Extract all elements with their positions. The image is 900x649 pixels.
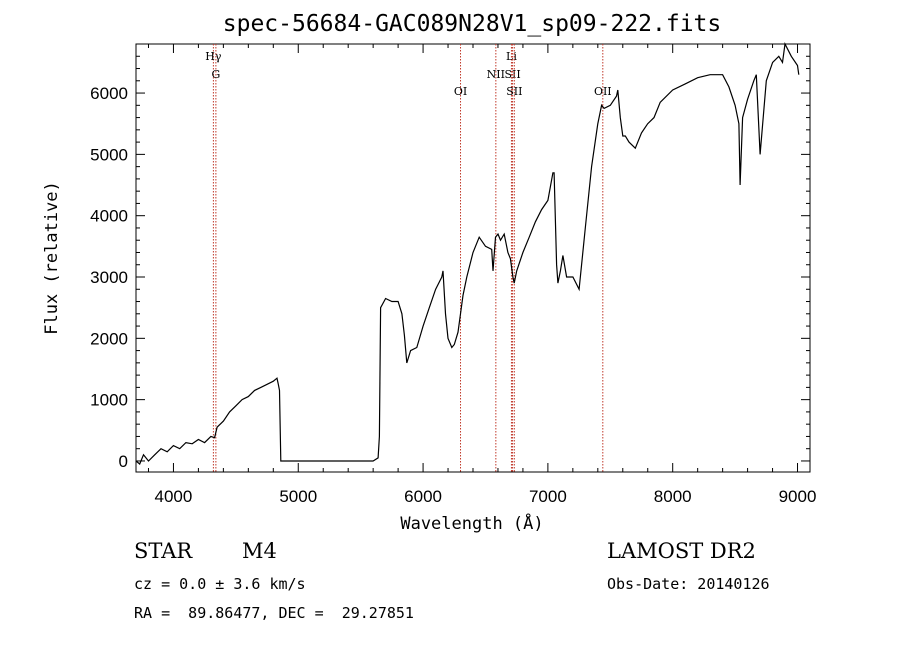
emission-line-label: G: [211, 68, 220, 81]
object-type: STAR: [134, 539, 193, 563]
x-axis-label: Wavelength (Å): [400, 512, 543, 534]
x-tick-label: 8000: [654, 487, 692, 506]
chart-title: spec-56684-GAC089N28V1_sp09-222.fits: [223, 11, 722, 37]
y-axis-label: Flux (relative): [42, 181, 62, 335]
x-tick-label: 9000: [779, 487, 817, 506]
axis-ticks: 4000 5000 6000 7000 8000 9000 0 1000 2000 3000 400…: [90, 43, 817, 506]
emission-line-label: Li: [506, 50, 517, 63]
emission-line-label: Hγ: [205, 50, 222, 63]
spectrum-flux-line: [135, 42, 800, 465]
y-tick-label: 3000: [90, 268, 128, 287]
y-tick-label: 0: [119, 452, 128, 471]
x-tick-label: 5000: [279, 487, 317, 506]
survey-name: LAMOST DR2: [607, 539, 756, 563]
x-tick-label: 4000: [155, 487, 193, 506]
object-subclass: M4: [242, 539, 277, 563]
emission-line-label: SII: [504, 68, 520, 81]
y-tick-label: 5000: [90, 145, 128, 164]
x-tick-label: 7000: [529, 487, 567, 506]
emission-line-label: SII: [506, 85, 522, 98]
coordinates-text: RA = 89.86477, DEC = 29.27851: [134, 604, 414, 622]
plot-frame: [135, 43, 811, 473]
redshift-text: cz = 0.0 ± 3.6 km/s: [134, 575, 306, 593]
y-tick-label: 1000: [90, 391, 128, 410]
series-layer: [135, 42, 800, 465]
obs-date-text: Obs-Date: 20140126: [607, 575, 770, 593]
emission-line-label: OII: [594, 85, 612, 98]
y-tick-label: 6000: [90, 84, 128, 103]
y-tick-label: 2000: [90, 329, 128, 348]
emission-line-label: OI: [454, 85, 467, 98]
y-tick-label: 4000: [90, 207, 128, 226]
x-tick-label: 6000: [404, 487, 442, 506]
emission-line-label: NII: [487, 68, 505, 81]
